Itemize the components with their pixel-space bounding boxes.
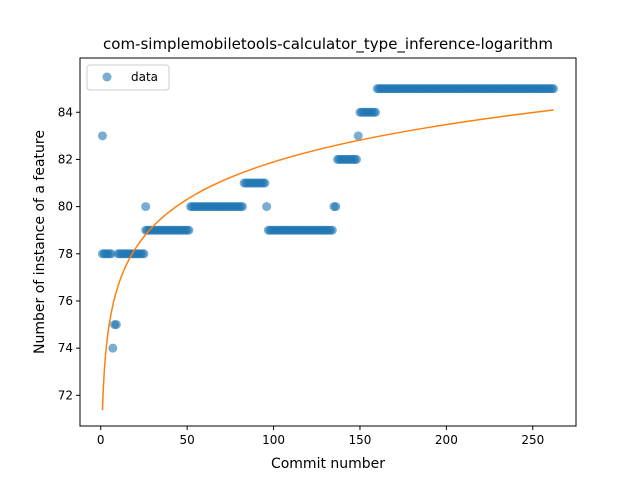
y-tick-label: 84	[58, 105, 73, 119]
data-point	[108, 343, 118, 353]
x-axis-label: Commit number	[271, 456, 385, 472]
data-point	[184, 225, 194, 235]
x-tick-label: 200	[435, 433, 458, 447]
x-tick-label: 50	[180, 433, 195, 447]
x-tick-label: 250	[521, 433, 544, 447]
legend-marker	[102, 72, 112, 82]
legend-box	[86, 64, 170, 91]
data-point	[141, 202, 151, 212]
x-tick-label: 0	[97, 433, 105, 447]
data-points	[97, 84, 559, 353]
legend: data	[86, 64, 170, 91]
x-axis-ticks: 0 50 100 150 200 250	[97, 426, 544, 447]
data-point	[549, 84, 559, 94]
y-tick-label: 80	[58, 200, 73, 214]
data-point	[106, 249, 116, 259]
data-point	[139, 249, 149, 259]
data-point	[371, 107, 381, 117]
fit-line	[101, 109, 554, 411]
y-axis-ticks: 72 74 76 78 80 82 84	[58, 105, 80, 402]
y-tick-label: 82	[58, 152, 73, 166]
data-point	[260, 178, 270, 188]
x-tick-label: 100	[262, 433, 285, 447]
y-tick-label: 74	[58, 341, 73, 355]
plot-frame	[79, 57, 577, 427]
x-tick-label: 150	[349, 433, 372, 447]
legend-label: data	[131, 70, 158, 84]
data-point	[237, 202, 247, 212]
y-tick-label: 76	[58, 294, 73, 308]
data-point	[111, 320, 121, 330]
data-point	[327, 225, 337, 235]
data-point	[97, 131, 107, 141]
data-point	[331, 202, 341, 212]
chart-title: com-simplemobiletools-calculator_type_in…	[103, 35, 553, 54]
y-tick-label: 72	[58, 388, 73, 402]
data-point	[353, 131, 363, 141]
y-tick-label: 78	[58, 247, 73, 261]
data-point	[352, 154, 362, 164]
y-axis-label: Number of instance of a feature	[32, 130, 48, 354]
data-point	[262, 202, 272, 212]
